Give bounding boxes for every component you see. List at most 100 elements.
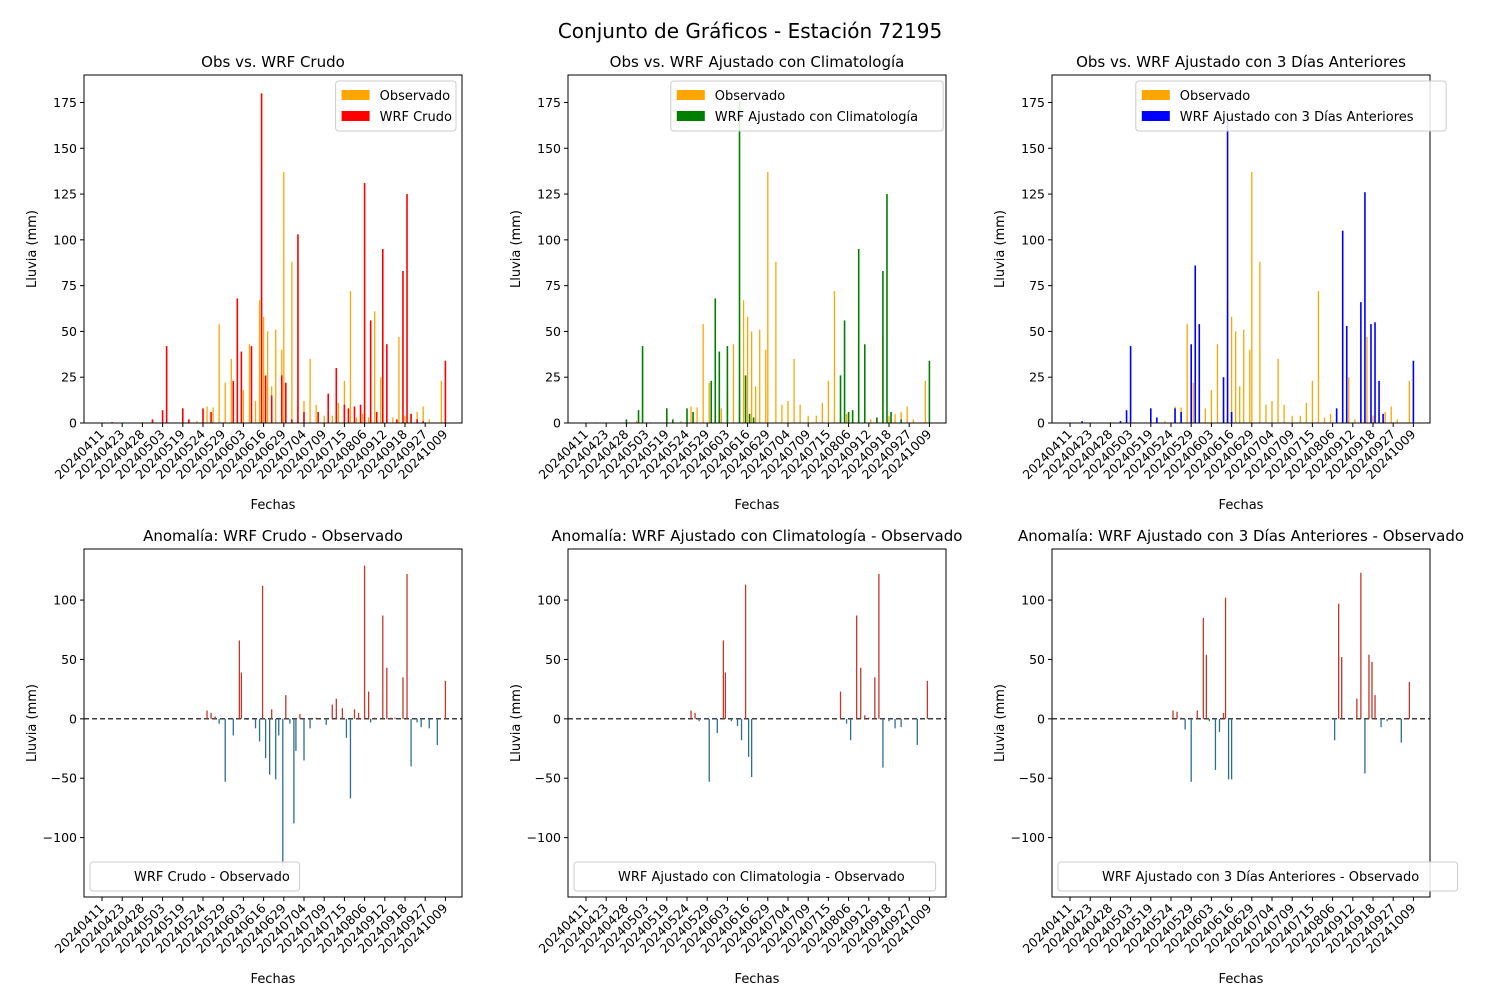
axes-frame: [83, 548, 463, 898]
bar: [317, 412, 319, 423]
bar: [374, 311, 376, 423]
bar: [236, 298, 239, 423]
bar: [1317, 291, 1320, 423]
y-axis-label: Lluvia (mm): [993, 210, 1008, 288]
bar: [282, 718, 284, 867]
bar: [357, 712, 360, 719]
bar: [444, 360, 447, 423]
y-tick-label: 50: [545, 324, 561, 339]
bar: [755, 386, 757, 423]
bar: [386, 667, 388, 719]
bar: [370, 718, 372, 723]
bar: [1412, 360, 1415, 423]
subplot-1: Obs vs. WRF Crudo02550751001251501752024…: [25, 53, 463, 513]
bar: [1172, 710, 1174, 719]
bar: [1208, 718, 1211, 722]
bar: [331, 704, 333, 719]
bar: [666, 408, 668, 423]
y-tick-label: 0: [69, 416, 77, 431]
bar: [1243, 329, 1245, 423]
bar: [315, 404, 317, 423]
y-tick-label: −100: [43, 830, 77, 845]
bar: [1408, 682, 1411, 719]
bar: [1265, 404, 1267, 423]
bar: [1205, 654, 1207, 719]
bar: [718, 351, 721, 423]
bar: [214, 716, 216, 719]
bar: [878, 573, 880, 719]
bar: [815, 415, 817, 423]
bar: [1192, 382, 1194, 423]
bar: [188, 419, 190, 423]
bar: [843, 320, 846, 423]
bar: [888, 718, 890, 722]
bar: [1180, 717, 1182, 719]
subplots: Obs vs. WRF Crudo02550751001251501752024…: [25, 53, 1464, 987]
x-axis-label: Fechas: [735, 972, 780, 987]
bar: [1378, 380, 1380, 423]
bar: [1196, 710, 1198, 719]
bar: [240, 672, 243, 719]
bar: [1224, 597, 1227, 719]
bar: [398, 336, 400, 423]
bar: [702, 324, 704, 423]
bar: [232, 718, 234, 736]
bar: [742, 300, 745, 423]
bar: [839, 691, 842, 719]
legend-swatch: [1141, 90, 1170, 100]
legend-label: WRF Ajustado con Climatologia - Observad…: [618, 870, 905, 885]
bar: [1408, 380, 1411, 423]
bar: [258, 718, 261, 742]
bar: [1190, 718, 1192, 782]
legend-label: Observado: [380, 89, 451, 104]
bar: [367, 691, 370, 719]
legend-box: [670, 80, 944, 132]
bar: [1249, 349, 1251, 423]
bar: [1348, 377, 1350, 423]
bar: [845, 718, 848, 724]
legend: Observado WRF Ajustado con 3 Días Anterio…: [1135, 80, 1447, 132]
bar: [299, 714, 301, 719]
subplot-3: Obs vs. WRF Ajustado con 3 Días Anterior…: [993, 53, 1447, 513]
bar: [396, 419, 398, 423]
bar: [212, 407, 214, 423]
bar: [1374, 322, 1376, 423]
legend: WRF Crudo - Observado: [89, 861, 301, 892]
bar: [716, 718, 718, 734]
bar: [196, 421, 198, 423]
legend-label: WRF Crudo - Observado: [134, 870, 290, 885]
bar: [206, 710, 208, 719]
bar: [402, 270, 404, 423]
x-axis-label: Fechas: [735, 498, 780, 513]
y-tick-label: 125: [53, 187, 77, 202]
bar: [807, 415, 809, 423]
y-tick-label: 150: [53, 141, 77, 156]
bar: [746, 316, 749, 423]
bar: [1234, 331, 1237, 423]
bar: [341, 708, 344, 719]
bar: [720, 408, 722, 423]
bar: [906, 406, 908, 423]
bar: [894, 413, 896, 423]
bar: [404, 415, 406, 423]
bar: [781, 404, 783, 423]
legend-label: Observado: [1180, 89, 1251, 104]
bar: [765, 349, 767, 423]
bar: [309, 718, 311, 729]
y-tick-label: −50: [51, 771, 77, 786]
bar: [275, 329, 277, 423]
bar: [151, 419, 154, 423]
bar: [738, 102, 741, 423]
y-tick-label: 100: [537, 593, 561, 608]
bar: [860, 667, 862, 719]
bar: [730, 718, 733, 722]
legend-swatch: [676, 90, 705, 100]
bar: [1345, 325, 1348, 423]
bar: [1341, 657, 1343, 719]
bar: [744, 584, 747, 719]
bar: [410, 413, 412, 423]
bar: [680, 421, 682, 423]
bar: [422, 406, 424, 423]
bar: [857, 249, 860, 423]
bar: [1204, 408, 1206, 423]
